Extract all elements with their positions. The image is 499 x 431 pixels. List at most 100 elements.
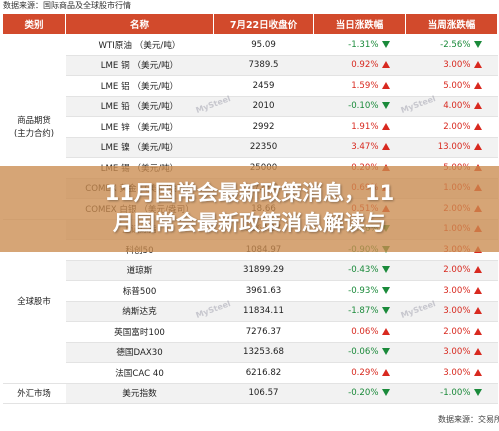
name-cell-text: LME 铝 （美元/吨） bbox=[100, 81, 179, 92]
close-cell-text: 106.57 bbox=[248, 388, 279, 399]
day-change-cell-text: 0.29% bbox=[351, 367, 379, 378]
week-change-cell-text: 2.00% bbox=[443, 265, 471, 276]
name-cell-text: 德国DAX30 bbox=[116, 348, 163, 359]
name-cell-text: WTI原油 （美元/吨） bbox=[98, 40, 181, 51]
close-cell: 2992 bbox=[213, 116, 314, 138]
arrow-up-icon bbox=[381, 81, 390, 89]
arrow-up-icon bbox=[473, 327, 482, 335]
name-cell: 标普500 bbox=[65, 280, 214, 302]
name-cell-text: LME 镍 （美元/吨） bbox=[100, 143, 179, 154]
week-change-cell-text: 3.00% bbox=[443, 367, 471, 378]
day-change-cell-text: -1.31% bbox=[348, 39, 379, 50]
close-cell-text: 2459 bbox=[252, 80, 275, 91]
arrow-up-icon bbox=[381, 122, 390, 130]
close-cell-text: 7276.37 bbox=[245, 326, 282, 337]
close-cell: 7389.5 bbox=[213, 55, 314, 76]
arrow-up-icon bbox=[473, 61, 482, 69]
name-cell: 美元指数 bbox=[65, 383, 214, 404]
close-cell: 3961.63 bbox=[213, 280, 314, 302]
day-change-cell: -0.06% bbox=[313, 342, 406, 363]
day-change-cell: -0.93% bbox=[313, 280, 406, 302]
week-change-cell: 2.00% bbox=[405, 260, 498, 281]
week-change-cell: 4.00% bbox=[405, 96, 498, 117]
arrow-down-icon bbox=[381, 40, 390, 48]
arrow-up-icon bbox=[381, 143, 390, 151]
week-change-cell: 3.00% bbox=[405, 280, 498, 302]
day-change-cell-text: 0.92% bbox=[351, 60, 379, 71]
name-cell: 英国富时100 bbox=[65, 321, 214, 343]
day-change-cell-text: 1.59% bbox=[351, 80, 379, 91]
day-change-cell-text: 1.91% bbox=[351, 121, 379, 132]
name-cell: 纳斯达克 bbox=[65, 301, 214, 322]
close-cell: 11834.11 bbox=[213, 301, 314, 322]
close-cell-text: 11834.11 bbox=[242, 306, 284, 317]
week-change-cell-text: 2.00% bbox=[443, 326, 471, 337]
arrow-up-icon bbox=[473, 143, 482, 151]
week-change-cell: 3.00% bbox=[405, 301, 498, 322]
week-change-cell-text: 2.00% bbox=[443, 121, 471, 132]
arrow-up-icon bbox=[473, 368, 482, 376]
arrow-down-icon bbox=[381, 102, 390, 110]
name-cell: LME 镍 （美元/吨） bbox=[65, 137, 214, 158]
day-change-cell: 0.29% bbox=[313, 362, 406, 384]
table-row: 商品期货 (主力合约) WTI原油 （美元/吨） 95.09 -1.31% -2.56% bbox=[2, 34, 498, 220]
table-row: LME 铜 （美元/吨） 7389.5 0.92% 3.00% bbox=[3, 55, 498, 76]
arrow-down-icon bbox=[381, 266, 390, 274]
col-close: 7月22日收盘价 bbox=[213, 13, 314, 35]
close-cell: 2010 bbox=[213, 96, 314, 117]
week-change-cell: 13.00% bbox=[405, 137, 498, 158]
arrow-down-icon bbox=[473, 389, 482, 397]
col-name: 名称 bbox=[65, 13, 214, 35]
week-change-cell: 2.00% bbox=[405, 116, 498, 138]
col-week-change: 当周涨跌幅 bbox=[405, 13, 498, 35]
table-row: LME 锌 （美元/吨） 2992 1.91% 2.00% bbox=[3, 116, 498, 138]
week-change-cell: 5.00% bbox=[405, 75, 498, 97]
table-row: 标普500 3961.63 -0.93% 3.00% bbox=[3, 280, 498, 302]
table-header-row: 类别 名称 7月22日收盘价 当日涨跌幅 当周涨跌幅 bbox=[2, 13, 498, 35]
headline-overlay: 11月国常会最新政策消息，11 月国常会最新政策消息解读与 bbox=[0, 166, 499, 252]
week-change-cell: 3.00% bbox=[405, 342, 498, 363]
category-label: 商品期货 bbox=[17, 114, 51, 125]
arrow-down-icon bbox=[381, 307, 390, 315]
day-change-cell: 1.59% bbox=[313, 75, 406, 97]
close-cell: 7276.37 bbox=[213, 321, 314, 343]
week-change-cell-text: 3.00% bbox=[443, 60, 471, 71]
category-sublabel: (主力合约) bbox=[13, 127, 55, 138]
close-cell: 31899.29 bbox=[213, 260, 314, 281]
week-change-cell-text: 4.00% bbox=[443, 101, 471, 112]
close-cell-text: 2992 bbox=[252, 121, 275, 132]
week-change-cell-text: 3.00% bbox=[443, 285, 471, 296]
close-cell-text: 6216.82 bbox=[245, 367, 282, 378]
name-cell-text: 美元指数 bbox=[122, 389, 157, 400]
day-change-cell-text: 3.47% bbox=[351, 142, 379, 153]
name-cell: LME 锌 （美元/吨） bbox=[65, 116, 214, 138]
week-change-cell: -2.56% bbox=[405, 34, 498, 56]
day-change-cell: -0.20% bbox=[313, 383, 406, 404]
name-cell: 法国CAC 40 bbox=[65, 362, 214, 384]
day-change-cell-text: -0.20% bbox=[348, 388, 379, 399]
close-cell: 2459 bbox=[213, 75, 314, 97]
week-change-cell-text: -2.56% bbox=[440, 39, 471, 50]
day-change-cell: -1.87% bbox=[313, 301, 406, 322]
table-row: 英国富时100 7276.37 0.06% 2.00% bbox=[3, 321, 498, 343]
arrow-up-icon bbox=[381, 327, 390, 335]
day-change-cell-text: -0.43% bbox=[348, 265, 379, 276]
name-cell-text: LME 铅 （美元/吨） bbox=[100, 102, 179, 113]
name-cell-text: 道琼斯 bbox=[126, 266, 153, 277]
day-change-cell: -0.43% bbox=[313, 260, 406, 281]
day-change-cell-text: -0.93% bbox=[348, 285, 379, 296]
close-cell-text: 31899.29 bbox=[242, 265, 284, 276]
close-cell: 6216.82 bbox=[213, 362, 314, 384]
arrow-up-icon bbox=[473, 286, 482, 294]
table-row: LME 镍 （美元/吨） 22350 3.47% 13.00% bbox=[3, 137, 498, 158]
col-day-change: 当日涨跌幅 bbox=[313, 13, 406, 35]
name-cell-text: LME 锌 （美元/吨） bbox=[100, 122, 179, 133]
name-cell: 德国DAX30 bbox=[65, 342, 214, 363]
day-change-cell: 1.91% bbox=[313, 116, 406, 138]
header-title: 数据来源：国际商品及全球股市行情 bbox=[3, 1, 131, 10]
close-cell: 22350 bbox=[213, 137, 314, 158]
arrow-down-icon bbox=[381, 389, 390, 397]
week-change-cell-text: 3.00% bbox=[443, 347, 471, 358]
name-cell: WTI原油 （美元/吨） bbox=[65, 34, 214, 56]
close-cell: 13253.68 bbox=[213, 342, 314, 363]
